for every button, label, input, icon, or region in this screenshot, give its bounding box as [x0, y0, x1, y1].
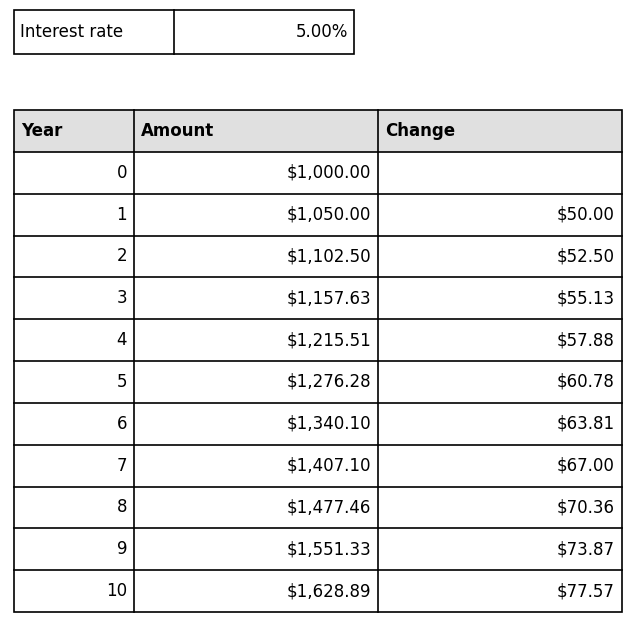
Text: $63.81: $63.81 — [557, 415, 615, 433]
Text: 1: 1 — [116, 205, 127, 223]
Text: 5.00%: 5.00% — [296, 23, 348, 41]
Text: 8: 8 — [116, 499, 127, 517]
Text: $1,050.00: $1,050.00 — [287, 205, 371, 223]
Text: Amount: Amount — [141, 122, 214, 140]
Text: 3: 3 — [116, 290, 127, 307]
Text: $1,628.89: $1,628.89 — [286, 582, 371, 600]
Text: $1,276.28: $1,276.28 — [286, 373, 371, 391]
Text: 9: 9 — [116, 540, 127, 558]
Text: Year: Year — [21, 122, 62, 140]
Text: $55.13: $55.13 — [557, 290, 615, 307]
Text: $57.88: $57.88 — [557, 331, 615, 349]
Text: $67.00: $67.00 — [557, 457, 615, 475]
Text: $73.87: $73.87 — [557, 540, 615, 558]
Text: $60.78: $60.78 — [557, 373, 615, 391]
Text: 7: 7 — [116, 457, 127, 475]
Text: 6: 6 — [116, 415, 127, 433]
Text: $1,551.33: $1,551.33 — [286, 540, 371, 558]
Bar — [14, 110, 622, 152]
Text: $1,407.10: $1,407.10 — [286, 457, 371, 475]
Text: Interest rate: Interest rate — [20, 23, 123, 41]
Text: $52.50: $52.50 — [557, 248, 615, 265]
Text: Change: Change — [385, 122, 455, 140]
Text: $50.00: $50.00 — [557, 205, 615, 223]
Text: $70.36: $70.36 — [557, 499, 615, 517]
Text: $1,157.63: $1,157.63 — [286, 290, 371, 307]
Text: 4: 4 — [116, 331, 127, 349]
Text: $1,102.50: $1,102.50 — [286, 248, 371, 265]
Text: 0: 0 — [116, 163, 127, 182]
Bar — [14, 10, 354, 54]
Bar — [14, 110, 622, 612]
Text: 5: 5 — [116, 373, 127, 391]
Text: $77.57: $77.57 — [557, 582, 615, 600]
Text: 10: 10 — [106, 582, 127, 600]
Text: $1,215.51: $1,215.51 — [286, 331, 371, 349]
Text: $1,000.00: $1,000.00 — [287, 163, 371, 182]
Text: $1,477.46: $1,477.46 — [287, 499, 371, 517]
Text: $1,340.10: $1,340.10 — [286, 415, 371, 433]
Text: 2: 2 — [116, 248, 127, 265]
